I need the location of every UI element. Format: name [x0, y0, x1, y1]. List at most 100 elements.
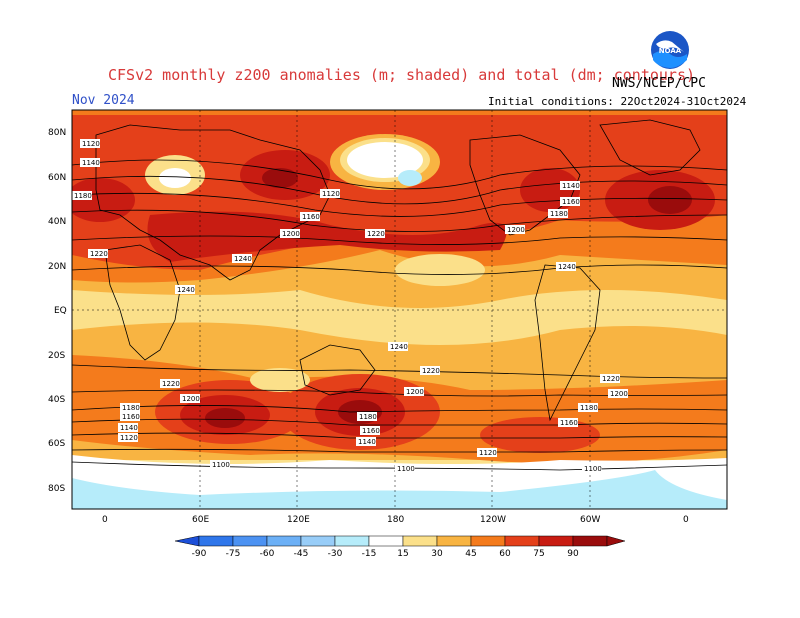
- contour-label: 1160: [558, 418, 578, 427]
- svg-text:1120: 1120: [120, 434, 138, 442]
- contour-label: 1180: [357, 412, 377, 421]
- contour-value-labels: 1120 1120 1140 1140 1160 1160 1180 1180 …: [72, 139, 628, 473]
- colorbar-segment: [538, 535, 574, 547]
- logo-text: NOAA: [659, 47, 682, 55]
- contour-label: 1180: [548, 209, 568, 218]
- svg-text:1220: 1220: [367, 230, 385, 238]
- contour-label: 1200: [404, 387, 424, 396]
- contour-label: 1120: [320, 189, 340, 198]
- svg-text:1200: 1200: [406, 388, 424, 396]
- latitude-axis: 80N 60N 40N 20N EQ 20S 40S 60S 80S: [48, 128, 67, 494]
- svg-text:1200: 1200: [507, 226, 525, 234]
- lat-label: 20N: [48, 262, 66, 272]
- contour-label: 1180: [578, 403, 598, 412]
- svg-text:1200: 1200: [182, 395, 200, 403]
- contour-label: 1120: [477, 448, 497, 457]
- contour-label: 1240: [175, 285, 195, 294]
- lon-label: 60E: [192, 515, 209, 525]
- contour-label: 1140: [356, 437, 376, 446]
- svg-text:1120: 1120: [82, 140, 100, 148]
- colorbar: -90 -75 -60 -45 -30 -15 15 30 45 60 75 9…: [174, 535, 626, 559]
- contour-label: 1140: [118, 423, 138, 432]
- lat-label: 20S: [48, 351, 65, 361]
- svg-text:1180: 1180: [550, 210, 568, 218]
- colorbar-segment: [470, 535, 506, 547]
- svg-text:1240: 1240: [390, 343, 408, 351]
- colorbar-segment: [266, 535, 302, 547]
- lon-label: 180: [387, 515, 404, 525]
- svg-text:1180: 1180: [359, 413, 377, 421]
- contour-label: 1200: [180, 394, 200, 403]
- svg-text:1180: 1180: [74, 192, 92, 200]
- coastlines: [95, 119, 701, 422]
- contour-label: 1140: [80, 158, 100, 167]
- contour-label: 1140: [560, 181, 580, 190]
- svg-text:1220: 1220: [422, 367, 440, 375]
- colorbar-segment: [300, 535, 336, 547]
- lat-label: 40N: [48, 217, 66, 227]
- contour-label: 1180: [120, 403, 140, 412]
- svg-text:1160: 1160: [362, 427, 380, 435]
- lat-label: 60S: [48, 439, 65, 449]
- colorbar-label: 75: [533, 549, 544, 559]
- contour-label: 1200: [505, 225, 525, 234]
- svg-text:1160: 1160: [122, 413, 140, 421]
- agency-label: NWS/NCEP/CPC: [612, 76, 706, 91]
- colorbar-label: 30: [431, 549, 443, 559]
- svg-text:1240: 1240: [558, 263, 576, 271]
- initial-conditions: Initial conditions: 22Oct2024-31Oct2024: [488, 95, 747, 108]
- lon-label: 0: [683, 515, 689, 525]
- svg-text:1120: 1120: [479, 449, 497, 457]
- colorbar-segment: [334, 535, 370, 547]
- colorbar-segment: [174, 535, 200, 547]
- contour-label: 1160: [120, 412, 140, 421]
- contour-label: 1220: [365, 229, 385, 238]
- map-title: CFSv2 monthly z200 anomalies (m; shaded)…: [108, 66, 695, 84]
- colorbar-segment: [402, 535, 438, 547]
- lon-label: 120W: [480, 515, 506, 525]
- contour-label: 1160: [360, 426, 380, 435]
- contour-label: 1180: [72, 191, 92, 200]
- colorbar-segment: [232, 535, 268, 547]
- lat-label: EQ: [54, 306, 67, 316]
- svg-text:1160: 1160: [302, 213, 320, 221]
- svg-text:1240: 1240: [177, 286, 195, 294]
- svg-text:1140: 1140: [358, 438, 376, 446]
- lat-label: 60N: [48, 173, 66, 183]
- colorbar-label: 90: [567, 549, 579, 559]
- lon-label: 60W: [580, 515, 600, 525]
- lat-label: 40S: [48, 395, 65, 405]
- colorbar-label: -90: [192, 549, 207, 559]
- colorbar-label: 15: [397, 549, 408, 559]
- shaded-anomalies: [72, 110, 727, 509]
- lon-label: 0: [102, 515, 108, 525]
- colorbar-label: -15: [362, 549, 377, 559]
- colorbar-segment: [504, 535, 540, 547]
- svg-text:1220: 1220: [602, 375, 620, 383]
- noaa-logo-icon: NOAA: [651, 31, 689, 69]
- contour-label: 1240: [556, 262, 576, 271]
- colorbar-label: 60: [499, 549, 511, 559]
- contour-label: 1100: [395, 464, 415, 473]
- svg-text:1160: 1160: [562, 198, 580, 206]
- lat-label: 80N: [48, 128, 66, 138]
- contour-label: 1100: [582, 464, 602, 473]
- contour-label: 1200: [280, 229, 300, 238]
- contour-label: 1160: [560, 197, 580, 206]
- lat-label: 80S: [48, 484, 65, 494]
- colorbar-segment: [198, 535, 234, 547]
- forecast-month: Nov 2024: [72, 93, 135, 108]
- contour-label: 1220: [160, 379, 180, 388]
- svg-text:1220: 1220: [90, 250, 108, 258]
- svg-text:1100: 1100: [584, 465, 602, 473]
- colorbar-label: -30: [328, 549, 343, 559]
- svg-text:1100: 1100: [397, 465, 415, 473]
- map-frame: [71, 109, 728, 510]
- colorbar-label: -60: [260, 549, 275, 559]
- svg-text:1120: 1120: [322, 190, 340, 198]
- svg-text:1180: 1180: [122, 404, 140, 412]
- colorbar-label: -45: [294, 549, 309, 559]
- colorbar-segment: [368, 535, 404, 547]
- colorbar-segment: [572, 535, 608, 547]
